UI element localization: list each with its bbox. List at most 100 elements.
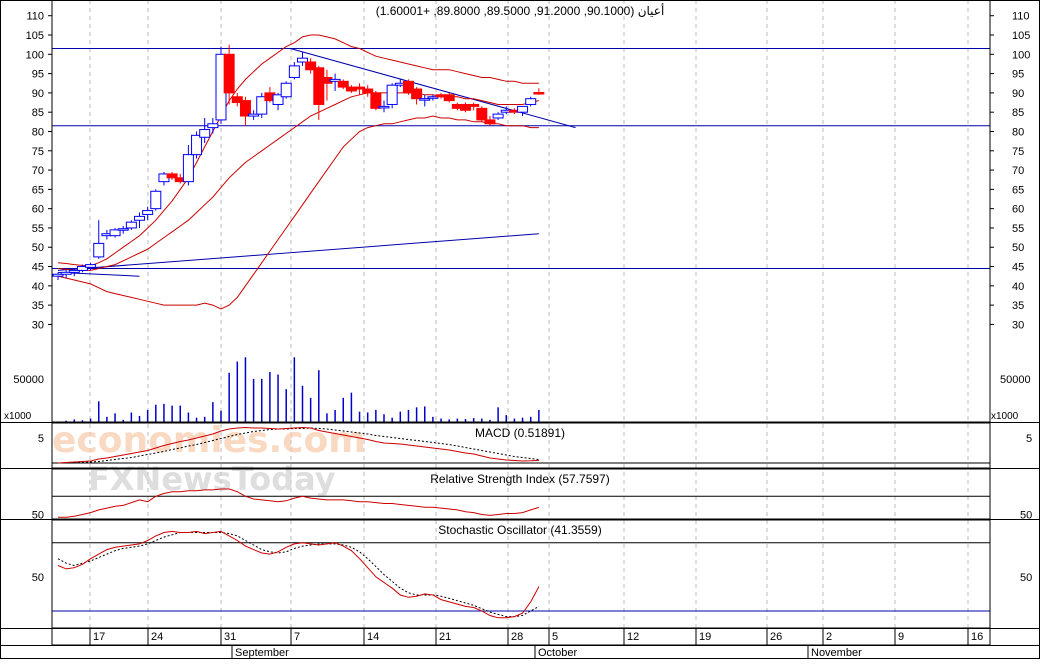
candle-body xyxy=(248,113,260,117)
panel-frame xyxy=(51,0,991,423)
candle-body xyxy=(231,96,243,104)
candle-body xyxy=(280,82,292,98)
price-tick-label-right: 75 xyxy=(1012,146,1024,158)
price-tick-label-left: 85 xyxy=(32,107,44,119)
candle-body xyxy=(362,88,374,94)
candle-body xyxy=(443,94,455,102)
price-panel xyxy=(52,34,990,310)
x-tick-label: 9 xyxy=(898,631,904,643)
candle-body xyxy=(125,221,137,229)
price-tick-label-left: 70 xyxy=(32,165,44,177)
price-tick-label-left: 110 xyxy=(26,11,44,23)
month-label: November xyxy=(811,647,862,659)
candle-body xyxy=(182,154,194,183)
candle-body xyxy=(288,65,300,78)
x-tick-label: 28 xyxy=(511,631,523,643)
price-tick-label-left: 65 xyxy=(32,184,44,196)
watermark-line2: FXNewsToday xyxy=(88,460,336,498)
price-tick-label-right: 90 xyxy=(1012,88,1024,100)
stochastic-panel xyxy=(52,530,990,619)
candle-body xyxy=(207,123,219,129)
candle-body xyxy=(517,105,529,113)
candle-body xyxy=(460,103,471,111)
candle-body xyxy=(109,229,121,237)
candle-body xyxy=(93,242,105,258)
candle-body xyxy=(525,98,537,105)
candle-body xyxy=(239,100,251,117)
candle-body xyxy=(52,273,64,277)
stochastic-label: Stochastic Oscillator (41.3559) xyxy=(438,523,601,537)
candle-body xyxy=(337,80,349,88)
macd-label: MACD (0.51891) xyxy=(475,426,565,440)
candle-body xyxy=(117,228,129,231)
price-tick-label-left: 50 xyxy=(32,242,44,254)
x-tick-label: 2 xyxy=(826,631,832,643)
rsi-tick-left: 50 xyxy=(32,509,44,521)
price-tick-label-right: 95 xyxy=(1012,69,1024,81)
stochastic-tick-left: 50 xyxy=(32,572,44,584)
volume-tick-right: 50000 xyxy=(1000,374,1031,386)
x-tick-label: 24 xyxy=(151,631,163,643)
candle-body xyxy=(411,88,423,100)
macd-panel xyxy=(52,426,990,464)
chart-title: أعيان (90.1000, 91.2000, 89.5000, 89.800… xyxy=(376,3,665,18)
volume-panel xyxy=(57,357,540,422)
price-tick-label-left: 90 xyxy=(32,88,44,100)
x-tick-label: 21 xyxy=(439,631,451,643)
candle-body xyxy=(492,113,504,119)
rsi-line xyxy=(58,488,540,518)
price-tick-label-right: 45 xyxy=(1012,262,1024,274)
rsi-label: Relative Strength Index (57.7597) xyxy=(430,472,609,486)
price-tick-label-right: 100 xyxy=(1012,49,1030,61)
price-tick-label-left: 45 xyxy=(32,262,44,274)
stochastic-tick-right: 50 xyxy=(1020,572,1032,584)
candle-body xyxy=(329,78,341,82)
candle-body xyxy=(313,67,325,105)
price-tick-label-left: 100 xyxy=(26,49,44,61)
price-tick-label-right: 105 xyxy=(1012,30,1030,42)
candle-body xyxy=(468,103,480,107)
price-tick-label-left: 60 xyxy=(32,204,44,216)
watermark: economies.com FXNewsToday xyxy=(52,420,366,498)
price-tick-label-left: 40 xyxy=(32,281,44,293)
price-tick-label-left: 35 xyxy=(32,300,44,312)
price-tick-label-right: 40 xyxy=(1012,281,1024,293)
candle-body xyxy=(223,53,235,94)
candle-body xyxy=(166,173,178,179)
price-tick-label-right: 55 xyxy=(1012,223,1024,235)
price-tick-label-left: 105 xyxy=(26,30,44,42)
price-tick-label-right: 65 xyxy=(1012,184,1024,196)
candle-body xyxy=(297,57,308,63)
price-tick-label-left: 75 xyxy=(32,146,44,158)
candle-body xyxy=(386,84,398,105)
price-tick-label-right: 35 xyxy=(1012,300,1024,312)
candle-body xyxy=(427,96,439,99)
trendline xyxy=(290,48,576,129)
x-tick-label: 31 xyxy=(224,631,236,643)
candle-body xyxy=(256,96,268,115)
candle-body xyxy=(305,61,317,71)
candle-body xyxy=(191,134,203,156)
candle-body xyxy=(354,86,366,90)
x-tick-label: 19 xyxy=(699,631,711,643)
candle-body xyxy=(370,92,382,109)
price-tick-label-left: 80 xyxy=(32,126,44,138)
candle-body xyxy=(85,264,97,268)
x-tick-label: 16 xyxy=(971,631,983,643)
price-tick-label-right: 85 xyxy=(1012,107,1024,119)
trendline xyxy=(57,233,539,271)
grid-layer xyxy=(89,0,969,628)
volume-unit-right: x1000 xyxy=(991,411,1019,422)
volume-unit-left: x1000 xyxy=(4,411,32,422)
x-tick-label: 7 xyxy=(294,631,300,643)
price-tick-label-left: 30 xyxy=(32,319,44,331)
price-tick-label-left: 55 xyxy=(32,223,44,235)
x-tick-label: 5 xyxy=(552,631,558,643)
candle-body xyxy=(272,94,284,105)
candle-body xyxy=(142,210,154,215)
price-tick-label-right: 30 xyxy=(1012,319,1024,331)
candle-body xyxy=(68,269,80,273)
